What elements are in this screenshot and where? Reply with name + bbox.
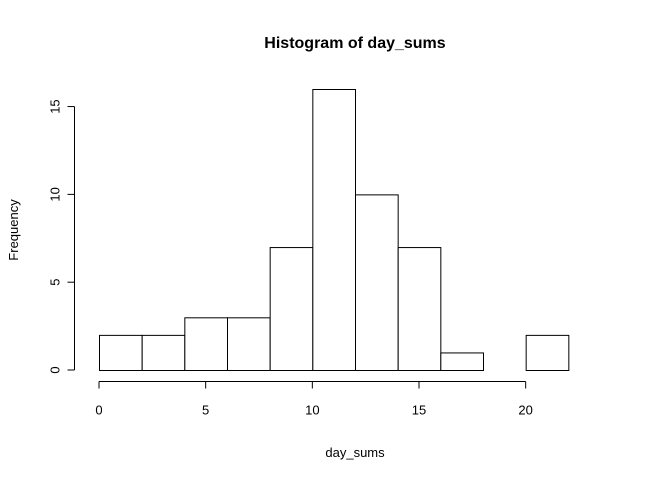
histogram-bar: [525, 334, 570, 371]
y-axis: 0 5 10 15: [48, 99, 75, 374]
chart-title: Histogram of day_sums: [264, 35, 445, 52]
y-axis-label: Frequency: [6, 199, 21, 261]
x-axis-label: day_sums: [325, 445, 385, 460]
histogram-bar: [355, 194, 399, 371]
histogram-bar: [141, 334, 186, 371]
histogram-bar: [269, 247, 314, 371]
x-tick-label: 10: [305, 403, 319, 418]
x-tick-label: 15: [412, 403, 426, 418]
y-tick-label: 10: [48, 187, 63, 201]
histogram-bar: [312, 89, 357, 371]
x-tick-label: 20: [518, 403, 532, 418]
x-tick-label: 0: [95, 403, 102, 418]
histogram-bar: [227, 317, 271, 371]
x-tick-label: 5: [202, 403, 209, 418]
histogram-bar: [440, 352, 485, 371]
y-tick-label: 15: [48, 99, 63, 113]
histogram-bar: [184, 317, 228, 371]
y-tick-label: 5: [48, 279, 63, 286]
x-axis: 0 5 10 15 20: [95, 381, 533, 418]
histogram-bar: [397, 247, 442, 371]
y-tick-label: 0: [48, 366, 63, 373]
bars-group: [99, 89, 570, 371]
histogram-bar: [99, 334, 143, 371]
